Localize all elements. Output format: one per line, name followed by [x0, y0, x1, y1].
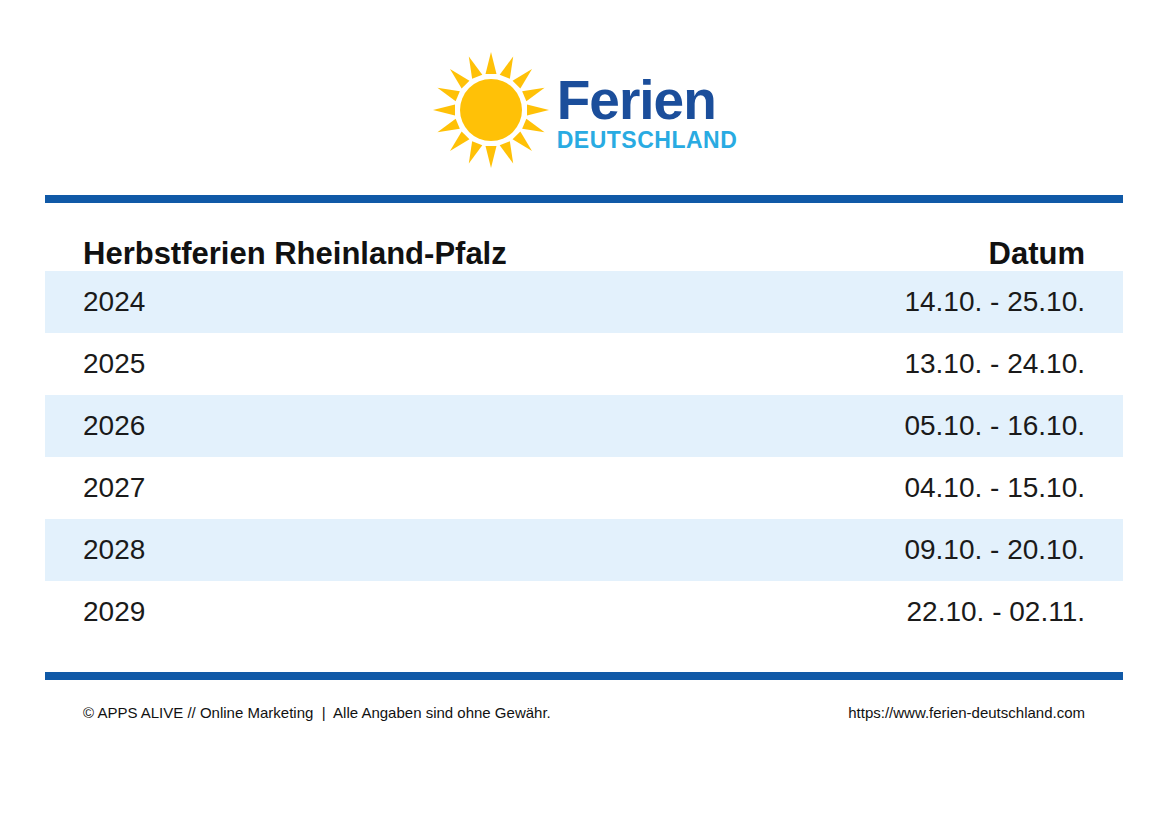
date-column-header: Datum — [989, 237, 1085, 271]
page-title: Herbstferien Rheinland-Pfalz — [83, 237, 507, 271]
table-row: 2027 04.10. - 15.10. — [45, 457, 1123, 519]
row-year: 2026 — [83, 410, 145, 442]
row-year: 2028 — [83, 534, 145, 566]
table-row: 2028 09.10. - 20.10. — [45, 519, 1123, 581]
row-year: 2027 — [83, 472, 145, 504]
row-date: 05.10. - 16.10. — [904, 410, 1085, 442]
table-row: 2029 22.10. - 02.11. — [45, 581, 1123, 643]
row-year: 2029 — [83, 596, 145, 628]
row-date: 13.10. - 24.10. — [904, 348, 1085, 380]
brand-name: Ferien — [557, 73, 738, 127]
table-header: Herbstferien Rheinland-Pfalz Datum — [45, 203, 1123, 271]
table-row: 2024 14.10. - 25.10. — [45, 271, 1123, 333]
logo-text: Ferien DEUTSCHLAND — [557, 73, 738, 153]
row-date: 04.10. - 15.10. — [904, 472, 1085, 504]
bottom-divider — [45, 672, 1123, 680]
row-year: 2024 — [83, 286, 145, 318]
row-date: 22.10. - 02.11. — [907, 596, 1086, 628]
footer: © APPS ALIVE // Online Marketing | Alle … — [45, 680, 1123, 721]
top-divider — [45, 195, 1123, 203]
row-year: 2025 — [83, 348, 145, 380]
copyright-text: © APPS ALIVE // Online Marketing | Alle … — [83, 704, 551, 721]
table-row: 2026 05.10. - 16.10. — [45, 395, 1123, 457]
brand-subtitle: DEUTSCHLAND — [557, 128, 738, 153]
row-date: 14.10. - 25.10. — [904, 286, 1085, 318]
sun-icon — [431, 50, 551, 170]
row-date: 09.10. - 20.10. — [904, 534, 1085, 566]
website-url: https://www.ferien-deutschland.com — [848, 704, 1085, 721]
holiday-table: Herbstferien Rheinland-Pfalz Datum 2024 … — [45, 203, 1123, 643]
holiday-table-page: Ferien DEUTSCHLAND Herbstferien Rheinlan… — [0, 0, 1168, 826]
logo: Ferien DEUTSCHLAND — [0, 0, 1168, 170]
table-row: 2025 13.10. - 24.10. — [45, 333, 1123, 395]
